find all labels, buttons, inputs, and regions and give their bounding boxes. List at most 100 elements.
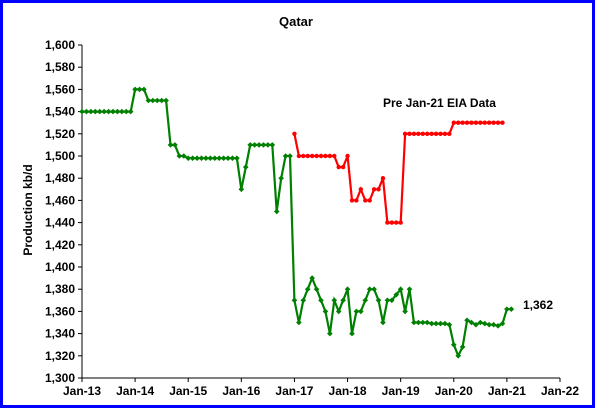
- data-point: [198, 155, 205, 162]
- data-point: [416, 131, 421, 136]
- chart-title: Qatar: [279, 14, 313, 29]
- data-point: [477, 319, 484, 326]
- data-point: [332, 153, 337, 159]
- data-point: [371, 286, 377, 292]
- data-point: [376, 187, 381, 192]
- data-point: [327, 153, 333, 159]
- data-point: [433, 131, 439, 136]
- data-point: [482, 120, 487, 125]
- data-point: [389, 297, 395, 304]
- data-point: [486, 120, 492, 125]
- data-point: [331, 297, 338, 304]
- data-point: [459, 344, 466, 350]
- y-tick-label: 1,520: [45, 127, 75, 141]
- data-point: [464, 317, 470, 324]
- data-point: [132, 86, 138, 93]
- data-point: [468, 319, 475, 326]
- y-tick-label: 1,360: [45, 304, 75, 318]
- data-point: [145, 97, 152, 104]
- data-point: [203, 155, 209, 162]
- data-point: [119, 108, 125, 115]
- data-point: [211, 155, 218, 162]
- data-point: [189, 155, 196, 162]
- data-point: [415, 319, 422, 326]
- series-line: [82, 88, 512, 359]
- x-tick-label: Jan-18: [329, 384, 367, 398]
- data-point: [450, 341, 457, 348]
- data-point: [180, 153, 187, 159]
- data-point: [318, 297, 324, 304]
- data-point: [420, 131, 425, 136]
- data-point: [366, 286, 373, 292]
- data-point: [105, 108, 112, 115]
- data-point: [394, 220, 399, 225]
- data-point: [419, 319, 426, 326]
- data-point: [242, 164, 249, 170]
- data-point: [322, 308, 329, 315]
- data-point: [323, 153, 328, 159]
- x-tick-label: Jan-19: [382, 384, 420, 398]
- data-point: [455, 353, 462, 359]
- x-tick-label: Jan-20: [435, 384, 473, 398]
- data-point: [309, 153, 315, 159]
- data-point: [358, 187, 364, 192]
- data-point: [176, 153, 183, 159]
- x-tick-label: Jan-15: [169, 384, 207, 398]
- data-point: [495, 323, 501, 329]
- y-tick-label: 1,580: [45, 60, 75, 74]
- data-point: [96, 108, 103, 115]
- data-point: [460, 120, 465, 125]
- x-tick-label: Jan-16: [222, 384, 260, 398]
- data-point: [499, 320, 506, 327]
- data-point: [495, 120, 501, 125]
- data-point: [101, 108, 107, 115]
- data-point: [278, 175, 284, 181]
- data-point: [473, 120, 479, 125]
- data-point: [251, 142, 258, 148]
- data-point: [363, 198, 368, 203]
- y-tick-label: 1,600: [45, 38, 75, 52]
- data-point: [490, 321, 497, 328]
- data-point: [429, 131, 434, 136]
- data-point: [380, 319, 386, 326]
- data-point: [220, 155, 227, 162]
- y-tick-label: 1,480: [45, 171, 75, 185]
- data-point: [398, 220, 403, 225]
- data-point: [158, 97, 165, 104]
- data-point: [304, 286, 311, 292]
- data-point: [282, 153, 289, 159]
- chart: Qatar Production kb/d Pre Jan-21 EIA Dat…: [21, 14, 579, 398]
- data-point: [88, 108, 94, 115]
- y-axis-label: Production kb/d: [21, 164, 35, 255]
- y-tick-label: 1,420: [45, 238, 75, 252]
- data-point: [447, 131, 452, 136]
- data-point: [349, 330, 355, 337]
- y-tick-label: 1,500: [45, 149, 75, 163]
- data-point: [314, 153, 319, 159]
- data-point: [406, 286, 413, 292]
- series-0: [79, 86, 515, 359]
- data-point: [354, 198, 359, 203]
- data-point: [273, 208, 280, 215]
- data-point: [385, 220, 390, 225]
- data-point: [305, 153, 310, 159]
- data-point: [336, 164, 341, 170]
- y-tick-label: 1,380: [45, 282, 75, 296]
- y-tick-label: 1,400: [45, 260, 75, 274]
- data-point: [265, 142, 271, 148]
- data-point: [442, 320, 448, 327]
- data-point: [478, 120, 483, 125]
- data-point: [456, 120, 461, 125]
- data-point: [424, 319, 431, 326]
- x-tick-label: Jan-14: [116, 384, 154, 398]
- data-point: [451, 120, 456, 125]
- data-point: [79, 108, 85, 115]
- data-point: [438, 131, 443, 136]
- data-point: [92, 108, 99, 115]
- data-point: [397, 286, 404, 292]
- data-point: [411, 319, 417, 326]
- y-tick-label: 1,440: [45, 216, 75, 230]
- data-point: [469, 120, 474, 125]
- y-tick-label: 1,460: [45, 193, 75, 207]
